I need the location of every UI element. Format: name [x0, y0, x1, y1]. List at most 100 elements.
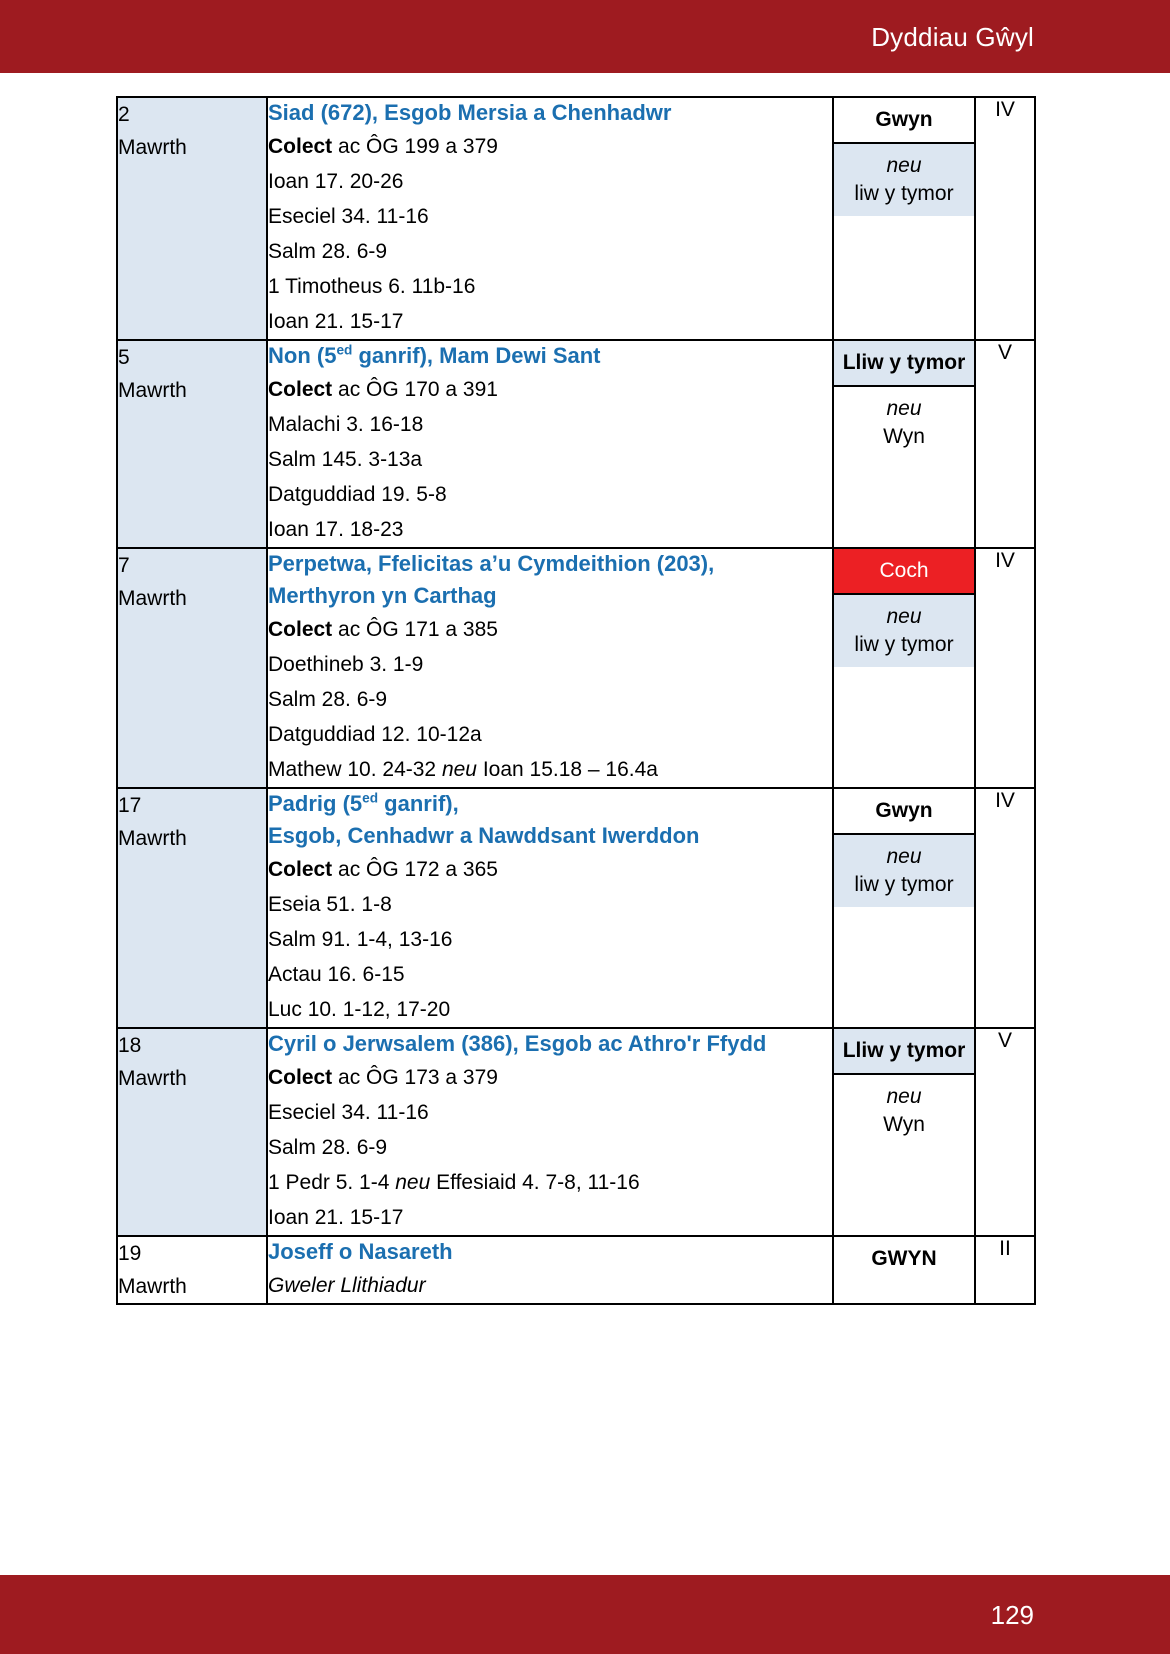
- table-row: 18 Mawrth Cyril o Jerwsalem (386), Esgob…: [116, 1027, 1036, 1237]
- reading-primary: Mathew 10. 24-32: [268, 758, 442, 781]
- collect-reference: ac ÔG 172 a 365: [332, 858, 498, 881]
- reading-line-alt: 1 Pedr 5. 1-4 neu Effesiaid 4. 7-8, 11-1…: [268, 1165, 832, 1200]
- reading-line: 1 Timotheus 6. 11b-16: [268, 275, 476, 298]
- rank-cell: IV: [974, 547, 1036, 789]
- entry-body-cell: Perpetwa, Ffelicitas a’u Cymdeithion (20…: [266, 547, 834, 789]
- collect-line: Colect ac ÔG 173 a 379: [268, 1061, 832, 1094]
- date-month: Mawrth: [118, 1275, 187, 1298]
- reading-neu: neu: [441, 758, 477, 781]
- colour-alternate-neu: neu: [886, 154, 922, 177]
- colour-alternate-neu: neu: [886, 397, 922, 420]
- entry-title-tail: ganrif), Mam Dewi Sant: [352, 343, 601, 368]
- table-row: 5 Mawrth Non (5ed ganrif), Mam Dewi Sant…: [116, 339, 1036, 549]
- colour-alternate-label: liw y tymor: [854, 182, 954, 205]
- entry-title: Padrig (5ed ganrif),: [268, 789, 832, 819]
- collect-reference: ac ÔG 173 a 379: [332, 1066, 498, 1089]
- festival-days-table: 2 Mawrth Siad (672), Esgob Mersia a Chen…: [116, 96, 1036, 1305]
- reading-line: Datguddiad 12. 10-12a: [268, 723, 482, 746]
- rank-cell: V: [974, 1027, 1036, 1237]
- date-cell: 19 Mawrth: [116, 1235, 268, 1305]
- date-day: 5: [118, 346, 130, 369]
- colour-alternate: neu liw y tymor: [834, 144, 974, 216]
- colour-alternate-label: liw y tymor: [854, 633, 954, 656]
- table-row: 2 Mawrth Siad (672), Esgob Mersia a Chen…: [116, 96, 1036, 341]
- colour-alternate: neu Wyn: [834, 387, 974, 459]
- colour-primary-label: Gwyn: [875, 108, 933, 131]
- colour-alternate: neu liw y tymor: [834, 835, 974, 907]
- entry-body-cell: Siad (672), Esgob Mersia a Chenhadwr Col…: [266, 96, 834, 341]
- reading-line: Ioan 17. 18-23: [268, 518, 404, 541]
- date-month: Mawrth: [118, 136, 187, 159]
- liturgical-colour-cell: GWYN: [832, 1235, 976, 1305]
- colour-primary-label: Coch: [879, 559, 929, 582]
- reading-neu: neu: [395, 1171, 431, 1194]
- reading-secondary: Ioan 15.18 – 16.4a: [476, 758, 658, 781]
- reading-line: Ioan 21. 15-17: [268, 1206, 404, 1229]
- reading-secondary: Effesiaid 4. 7-8, 11-16: [430, 1171, 640, 1194]
- table-row: 19 Mawrth Joseff o Nasareth Gweler Llith…: [116, 1235, 1036, 1305]
- entry-body-cell: Joseff o Nasareth Gweler Llithiadur: [266, 1235, 834, 1305]
- colour-primary-label: Lliw y tymor: [842, 1039, 966, 1062]
- reading-line: Actau 16. 6-15: [268, 963, 405, 986]
- collect-reference: ac ÔG 170 a 391: [332, 378, 498, 401]
- entry-title: Siad (672), Esgob Mersia a Chenhadwr: [268, 100, 672, 125]
- colour-alternate-label: liw y tymor: [854, 873, 954, 896]
- collect-label: Colect: [268, 618, 333, 641]
- colour-alternate-label: Wyn: [883, 425, 925, 448]
- colour-alternate-neu: neu: [886, 1085, 922, 1108]
- entry-title-part: Padrig (5: [268, 791, 363, 816]
- entry-title: Joseff o Nasareth: [268, 1239, 453, 1264]
- colour-primary-label: GWYN: [871, 1247, 937, 1270]
- date-month: Mawrth: [118, 379, 187, 402]
- reading-line: Salm 91. 1-4, 13-16: [268, 928, 453, 951]
- entry-title-tail: ganrif),: [378, 791, 459, 816]
- reading-line: Salm 145. 3-13a: [268, 448, 423, 471]
- collect-label: Colect: [268, 1066, 333, 1089]
- reading-line: Eseciel 34. 11-16: [268, 1101, 429, 1124]
- date-cell: 2 Mawrth: [116, 96, 268, 341]
- liturgical-colour-cell: Gwyn neu liw y tymor: [832, 787, 976, 1029]
- header-band: [0, 0, 1170, 73]
- collect-reference: ac ÔG 199 a 379: [332, 135, 498, 158]
- colour-primary: Gwyn: [834, 98, 974, 144]
- entry-body-cell: Non (5ed ganrif), Mam Dewi Sant Colect a…: [266, 339, 834, 549]
- reading-line: Eseia 51. 1-8: [268, 893, 392, 916]
- liturgical-colour-cell: Gwyn neu liw y tymor: [832, 96, 976, 341]
- reading-line: Datguddiad 19. 5-8: [268, 483, 447, 506]
- page-number: 129: [990, 1600, 1034, 1630]
- reading-line: Luc 10. 1-12, 17-20: [268, 998, 451, 1021]
- entry-note: Gweler Llithiadur: [268, 1274, 426, 1297]
- footer-band: [0, 1575, 1170, 1654]
- reading-line-alt: Mathew 10. 24-32 neu Ioan 15.18 – 16.4a: [268, 752, 832, 787]
- date-cell: 18 Mawrth: [116, 1027, 268, 1237]
- reading-line: Malachi 3. 16-18: [268, 413, 424, 436]
- colour-primary: GWYN: [834, 1237, 974, 1281]
- colour-primary: Coch: [834, 549, 974, 595]
- colour-alternate-label: Wyn: [883, 1113, 925, 1136]
- entry-title-line2: Esgob, Cenhadwr a Nawddsant Iwerddon: [268, 823, 700, 848]
- colour-primary: Gwyn: [834, 789, 974, 835]
- colour-alternate-neu: neu: [886, 605, 922, 628]
- reading-line: Salm 28. 6-9: [268, 240, 388, 263]
- colour-primary-label: Lliw y tymor: [842, 351, 966, 374]
- colour-alternate: neu Wyn: [834, 1075, 974, 1147]
- date-day: 17: [118, 794, 142, 817]
- entry-title-part: Non (5: [268, 343, 337, 368]
- date-day: 7: [118, 554, 130, 577]
- collect-line: Colect ac ÔG 171 a 385: [268, 613, 832, 646]
- date-month: Mawrth: [118, 587, 187, 610]
- liturgical-colour-cell: Lliw y tymor neu Wyn: [832, 1027, 976, 1237]
- collect-reference: ac ÔG 171 a 385: [332, 618, 498, 641]
- collect-line: Colect ac ÔG 170 a 391: [268, 373, 832, 406]
- date-day: 19: [118, 1242, 142, 1265]
- table-row: 7 Mawrth Perpetwa, Ffelicitas a’u Cymdei…: [116, 547, 1036, 789]
- entry-body-cell: Cyril o Jerwsalem (386), Esgob ac Athro'…: [266, 1027, 834, 1237]
- entry-body-cell: Padrig (5ed ganrif), Esgob, Cenhadwr a N…: [266, 787, 834, 1029]
- colour-alternate-neu: neu: [886, 845, 922, 868]
- date-cell: 7 Mawrth: [116, 547, 268, 789]
- reading-line: Ioan 21. 15-17: [268, 310, 404, 333]
- entry-title-line2: Merthyron yn Carthag: [268, 583, 497, 608]
- entry-title-superscript: ed: [336, 342, 353, 358]
- collect-line: Colect ac ÔG 172 a 365: [268, 853, 832, 886]
- liturgical-colour-cell: Coch neu liw y tymor: [832, 547, 976, 789]
